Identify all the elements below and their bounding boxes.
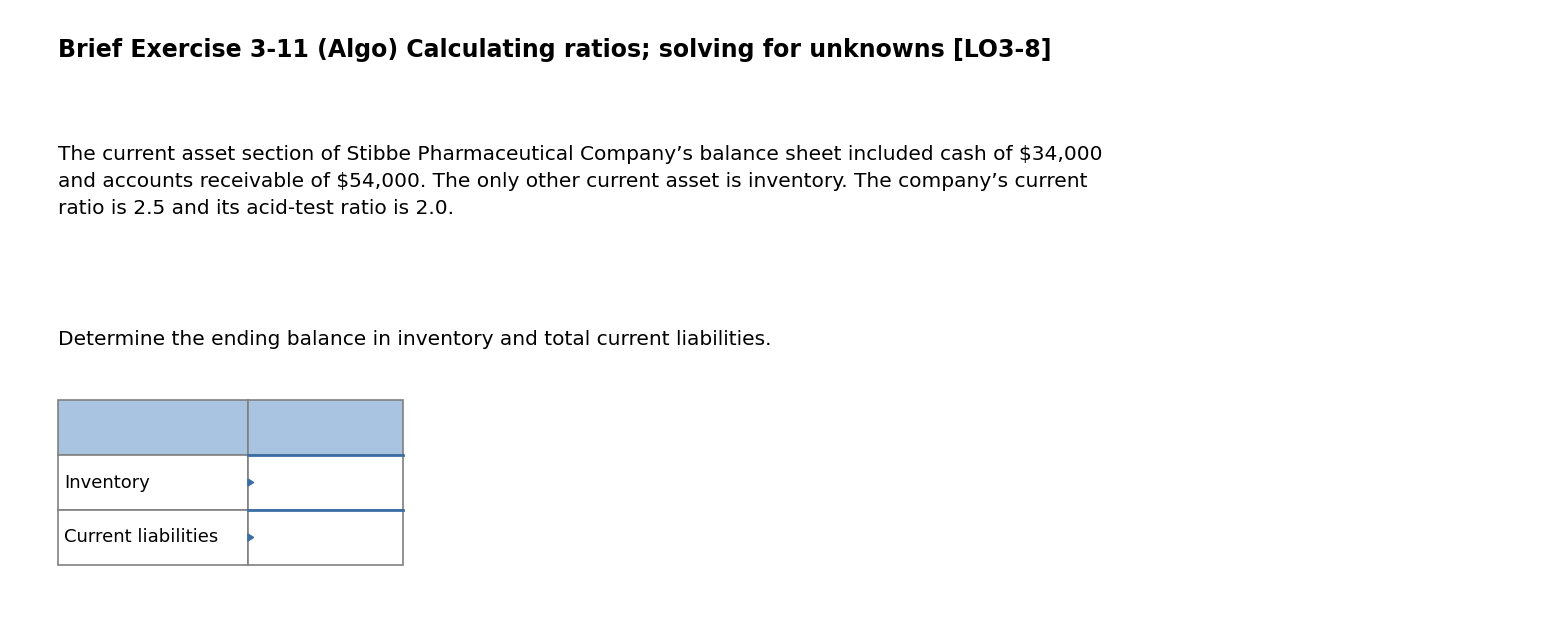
Text: Determine the ending balance in inventory and total current liabilities.: Determine the ending balance in inventor… — [58, 330, 772, 349]
Text: Current liabilities: Current liabilities — [64, 528, 218, 546]
Bar — [247, 510, 402, 565]
Bar — [58, 455, 247, 510]
Polygon shape — [247, 534, 254, 541]
Bar — [247, 455, 402, 510]
Polygon shape — [247, 479, 254, 486]
Bar — [58, 510, 247, 565]
Text: The current asset section of Stibbe Pharmaceutical Company’s balance sheet inclu: The current asset section of Stibbe Phar… — [58, 145, 1102, 219]
Bar — [247, 400, 402, 455]
Text: Brief Exercise 3-11 (Algo) Calculating ratios; solving for unknowns [LO3-8]: Brief Exercise 3-11 (Algo) Calculating r… — [58, 38, 1051, 62]
Text: Inventory: Inventory — [64, 473, 150, 491]
Bar — [58, 400, 247, 455]
